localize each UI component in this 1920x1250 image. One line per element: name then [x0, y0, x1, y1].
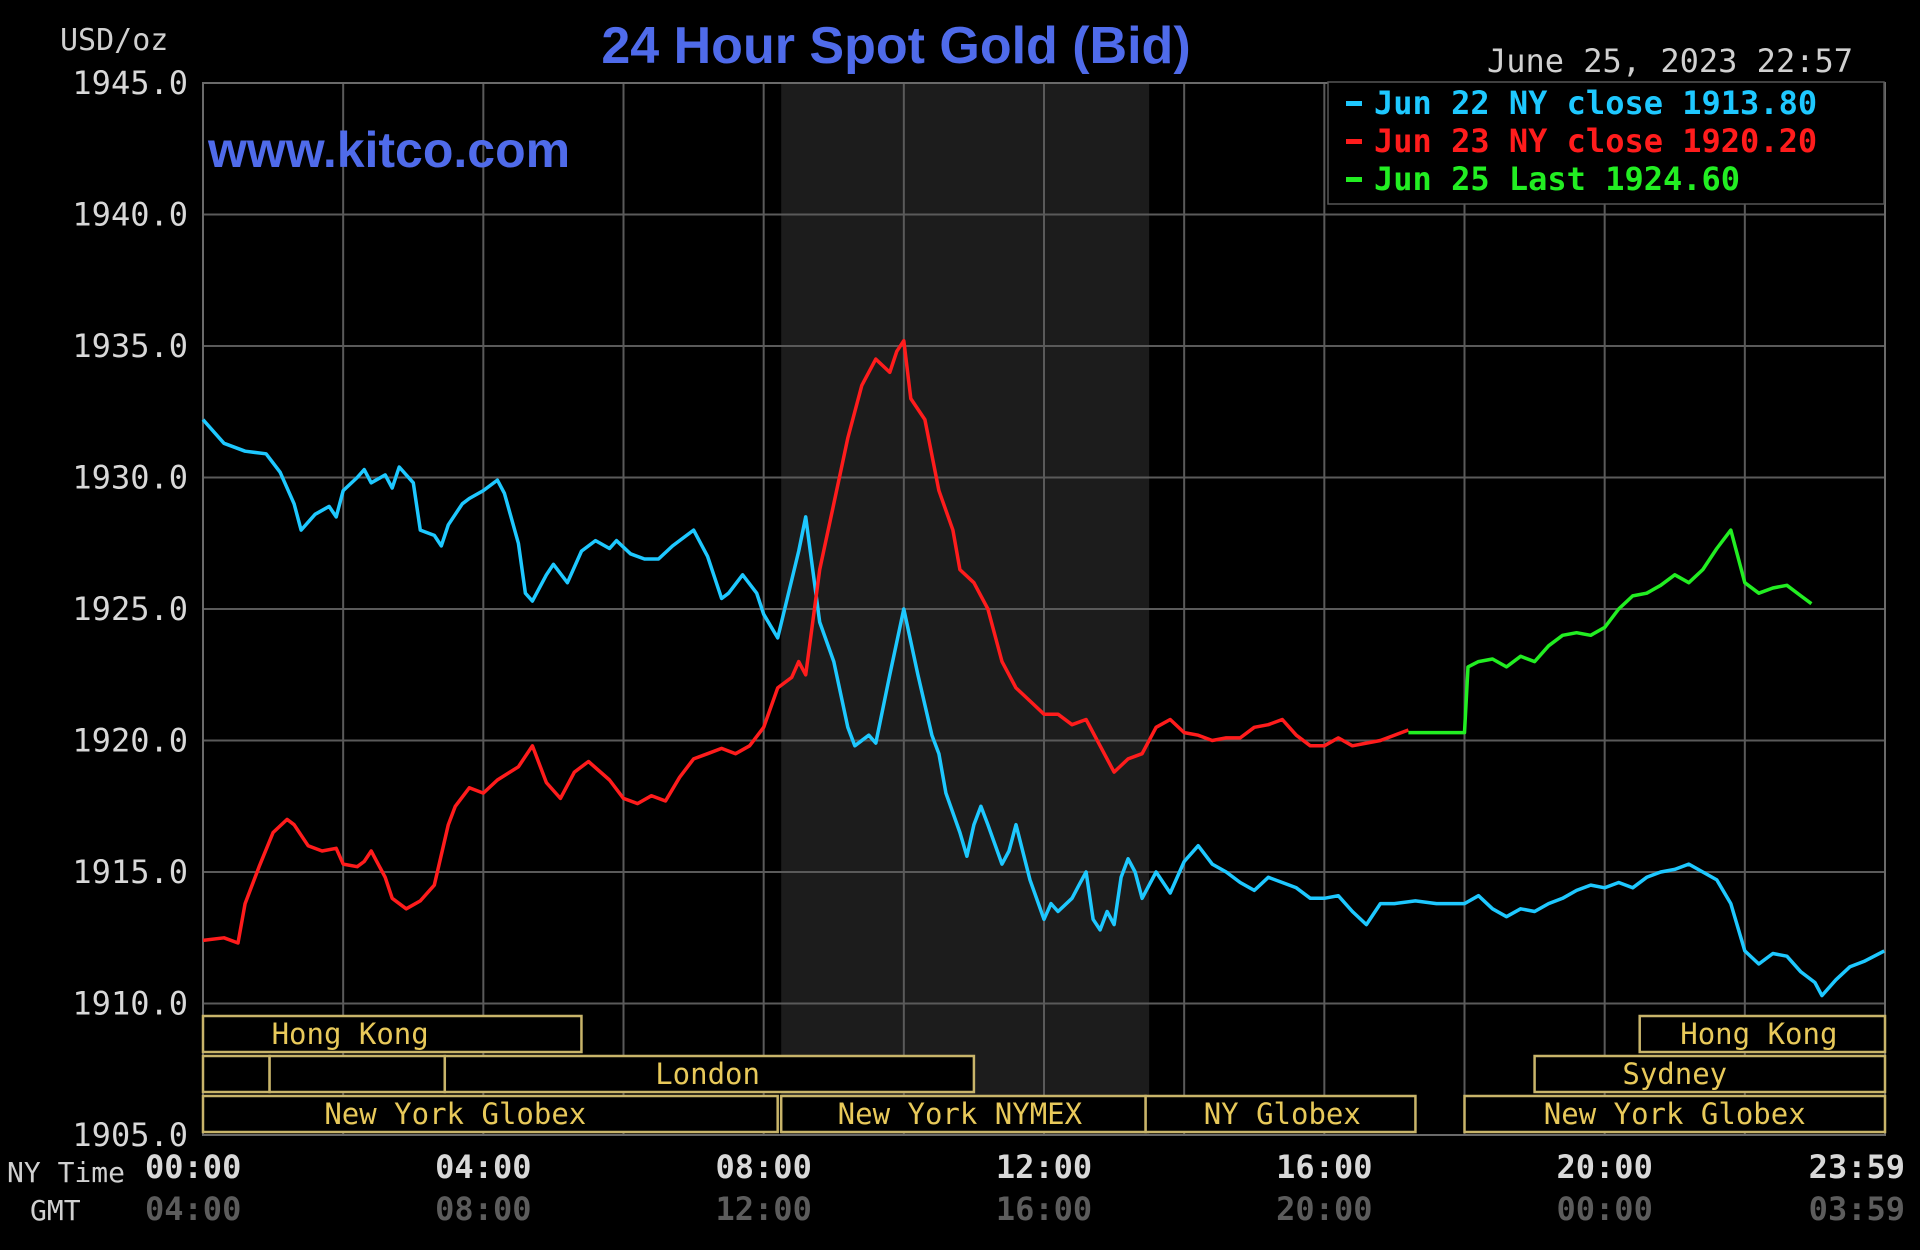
market-session-bar: [1463, 1094, 1887, 1134]
y-tick-label: 1925.0: [72, 590, 188, 628]
legend-box: [1327, 81, 1885, 205]
market-session-bar: [443, 1054, 976, 1094]
market-session-label: New York NYMEX: [838, 1097, 1083, 1131]
legend-swatch: [1346, 101, 1362, 106]
y-tick-label: 1905.0: [72, 1116, 188, 1154]
x-tick-ny-label: 23:59: [1809, 1148, 1905, 1186]
market-session-label: London: [655, 1057, 760, 1091]
market-session-label: Hong Kong: [1680, 1017, 1837, 1051]
series-line-3: [1408, 528, 1813, 735]
market-session-label: New York Globex: [324, 1097, 586, 1131]
x-tick-gmt-label: 08:00: [435, 1190, 531, 1228]
market-session-bar: [201, 1054, 271, 1094]
market-session-label: NY Globex: [1204, 1097, 1361, 1131]
ny-time-row-label: NY Time: [7, 1156, 125, 1189]
timestamp: June 25, 2023 22:57: [1487, 42, 1853, 80]
x-tick-gmt-label: 00:00: [1557, 1190, 1653, 1228]
y-tick-label: 1945.0: [72, 64, 188, 102]
x-tick-gmt-label: 20:00: [1276, 1190, 1372, 1228]
x-tick-gmt-label: 12:00: [716, 1190, 812, 1228]
x-tick-gmt-label: 03:59: [1809, 1190, 1905, 1228]
legend-swatch: [1346, 139, 1362, 144]
x-tick-ny-label: 04:00: [435, 1148, 531, 1186]
units-label: USD/oz: [60, 23, 168, 58]
x-tick-ny-label: 12:00: [996, 1148, 1092, 1186]
series-line-2: [202, 338, 1410, 945]
plot-frame: [202, 82, 1886, 1136]
y-tick-label: 1920.0: [72, 722, 188, 760]
market-session-label: Hong Kong: [272, 1017, 429, 1051]
x-tick-ny-label: 16:00: [1276, 1148, 1372, 1186]
market-session-label: New York Globex: [1544, 1097, 1806, 1131]
x-tick-ny-label: 08:00: [716, 1148, 812, 1186]
market-session-bar: [201, 1094, 779, 1134]
y-axis-ticks: 1945.0 1940.0 1935.0 1930.0 1925.0 1920.0 1915…: [72, 64, 188, 1154]
y-tick-label: 1935.0: [72, 327, 188, 365]
y-tick-label: 1940.0: [72, 196, 188, 234]
gmt-row-label: GMT: [30, 1194, 81, 1227]
x-axis-ticks: 00:00 04:00 04:00 08:00 08:00 12:00 12:00 16:00…: [145, 1148, 1905, 1228]
market-session-bar: [1533, 1054, 1887, 1094]
market-session-bar: [268, 1054, 447, 1094]
series-layer: [201, 338, 1886, 998]
grid-layer: [202, 82, 1886, 1136]
x-tick-gmt-label: 16:00: [996, 1190, 1092, 1228]
market-session-bar: [779, 1094, 1147, 1134]
legend-swatch: [1346, 177, 1362, 182]
legend-entry: Jun 25 Last 1924.60: [1374, 160, 1740, 198]
market-sessions: Hong Kong Hong Kong London Sydney New York G…: [201, 1014, 1887, 1134]
series-line-1: [201, 418, 1886, 998]
market-session-bar: [201, 1014, 583, 1054]
chart-title: 24 Hour Spot Gold (Bid): [601, 17, 1190, 75]
market-session-label: Sydney: [1622, 1057, 1727, 1091]
legend-entry: Jun 23 NY close 1920.20: [1374, 122, 1817, 160]
x-tick-gmt-label: 04:00: [145, 1190, 241, 1228]
market-session-bar: [1638, 1014, 1887, 1054]
watermark: www.kitco.com: [207, 122, 570, 178]
legend-entry: Jun 22 NY close 1913.80: [1374, 84, 1817, 122]
x-tick-ny-label: 00:00: [145, 1148, 241, 1186]
x-tick-ny-label: 20:00: [1557, 1148, 1653, 1186]
y-tick-label: 1910.0: [72, 985, 188, 1023]
market-session-bar: [1144, 1094, 1417, 1134]
y-tick-label: 1930.0: [72, 459, 188, 497]
y-tick-label: 1915.0: [72, 853, 188, 891]
